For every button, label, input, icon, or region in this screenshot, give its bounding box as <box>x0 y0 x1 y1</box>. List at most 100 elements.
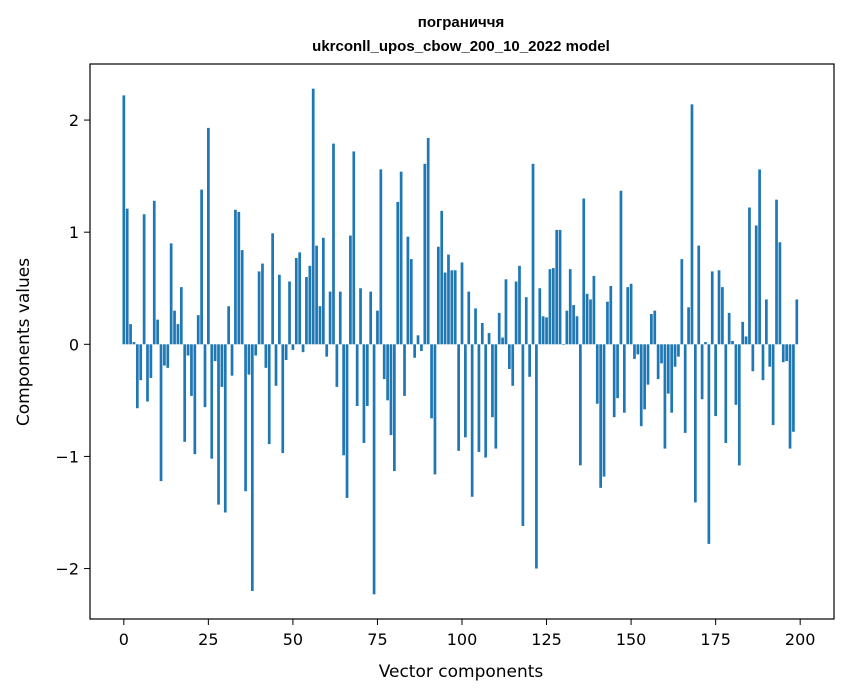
bar <box>744 336 748 345</box>
bar <box>680 259 684 345</box>
bar <box>396 201 400 345</box>
bar <box>193 344 197 455</box>
bar <box>213 344 217 362</box>
y-tick-label: −1 <box>55 447 79 466</box>
bar <box>420 344 423 352</box>
bar <box>393 344 396 471</box>
bar <box>355 344 359 406</box>
bar <box>721 287 724 345</box>
bar <box>152 200 156 345</box>
bar <box>531 163 535 345</box>
bar <box>450 270 454 345</box>
bar <box>359 288 362 345</box>
bar <box>619 190 623 345</box>
bar <box>758 169 761 345</box>
bar <box>690 104 694 345</box>
bar <box>125 208 129 345</box>
bar <box>558 229 562 345</box>
bar <box>376 310 379 345</box>
bar <box>203 344 207 408</box>
bar <box>440 210 444 345</box>
bar <box>332 143 335 345</box>
bar <box>399 171 403 345</box>
bar <box>568 269 572 345</box>
bar <box>196 315 200 345</box>
bar <box>768 344 772 367</box>
bar <box>487 333 491 345</box>
bar <box>785 344 789 362</box>
bar <box>288 281 291 345</box>
chart-title: пограниччя <box>418 14 504 31</box>
bar <box>714 344 717 417</box>
bar <box>551 268 555 345</box>
bar <box>643 344 646 410</box>
bar <box>264 344 268 368</box>
bar <box>474 308 477 345</box>
bar <box>622 344 626 413</box>
bar <box>514 281 518 345</box>
bar <box>595 344 599 404</box>
bar <box>413 344 417 358</box>
bar <box>321 237 325 345</box>
bar <box>677 344 680 357</box>
bar <box>149 344 153 378</box>
bar <box>555 229 559 345</box>
bar <box>146 344 149 402</box>
bar <box>447 254 450 345</box>
bar <box>230 344 234 376</box>
bar <box>636 344 640 355</box>
bar <box>315 245 318 345</box>
bar <box>240 250 244 345</box>
bar <box>562 344 565 345</box>
bar <box>129 324 132 345</box>
bar <box>301 344 305 353</box>
bar <box>436 246 440 345</box>
bar <box>403 344 406 396</box>
bar <box>700 344 704 400</box>
bar <box>572 305 575 345</box>
bar <box>528 344 531 377</box>
bar <box>430 344 433 419</box>
bar <box>582 198 586 345</box>
bar <box>548 269 552 345</box>
bar <box>484 344 488 458</box>
bar <box>237 212 241 345</box>
bar <box>507 344 511 369</box>
x-tick-label: 200 <box>785 630 816 649</box>
bar <box>142 214 146 345</box>
bar <box>612 344 616 418</box>
bar <box>338 291 342 345</box>
bar <box>741 321 745 345</box>
bar <box>501 337 504 345</box>
x-tick-label: 125 <box>531 630 562 649</box>
bar <box>737 344 741 466</box>
bar <box>406 236 410 345</box>
bar <box>693 344 697 503</box>
bar <box>565 310 569 345</box>
x-tick-label: 0 <box>119 630 129 649</box>
bar <box>704 342 707 345</box>
bar <box>751 344 755 372</box>
bar <box>369 291 373 345</box>
bar <box>281 344 285 454</box>
bar <box>186 344 190 356</box>
y-tick-label: −2 <box>55 560 79 579</box>
bar <box>754 225 758 345</box>
bar <box>173 310 176 345</box>
bar <box>734 344 738 405</box>
bar <box>379 169 383 345</box>
bar <box>775 199 778 345</box>
bar <box>325 344 329 357</box>
bar <box>176 324 180 345</box>
bar <box>660 344 663 364</box>
bar <box>217 344 220 505</box>
bar <box>200 189 203 345</box>
bar <box>250 344 254 591</box>
bar <box>748 207 751 345</box>
bar <box>257 271 261 345</box>
bar <box>308 265 312 345</box>
bar <box>707 344 711 544</box>
bar <box>372 344 376 595</box>
bar <box>345 344 349 498</box>
plot-frame <box>89 63 835 620</box>
